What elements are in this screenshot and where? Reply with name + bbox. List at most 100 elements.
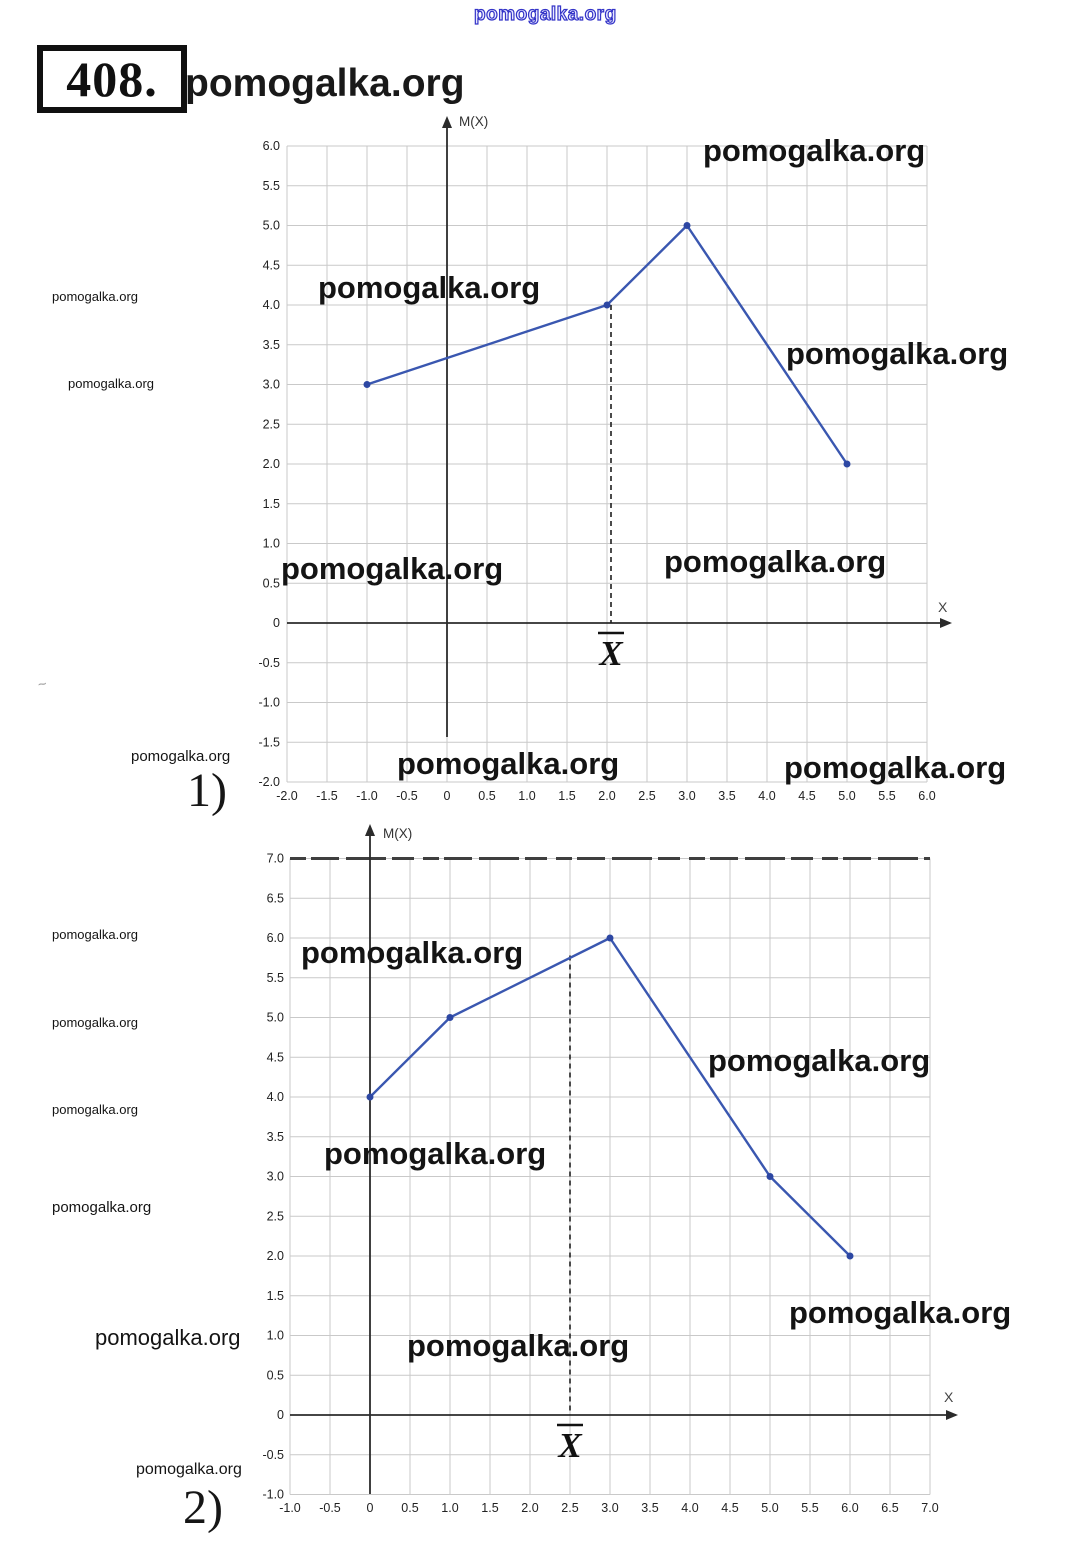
y-tick-label: 3.0 <box>267 1170 284 1184</box>
x-tick-label: 2.5 <box>638 789 655 803</box>
watermark-large: pomogalka.org <box>281 551 504 586</box>
x-tick-label: 1.5 <box>481 1501 498 1515</box>
y-axis-title: M(X) <box>383 826 412 841</box>
y-tick-label: 0 <box>273 616 280 630</box>
y-tick-label: -1.0 <box>258 696 280 710</box>
mean-label: X <box>598 634 624 673</box>
x-tick-label: -0.5 <box>396 789 418 803</box>
x-axis-arrow <box>940 618 952 628</box>
data-point-marker <box>843 460 851 468</box>
y-tick-label: 4.5 <box>263 258 280 272</box>
y-tick-label: 5.5 <box>267 971 284 985</box>
y-tick-label: -1.0 <box>262 1488 284 1502</box>
x-tick-label: 5.5 <box>878 789 895 803</box>
data-point-marker <box>366 1093 374 1101</box>
watermark-large: pomogalka.org <box>301 935 524 970</box>
watermark-large: pomogalka.org <box>786 336 1009 371</box>
x-axis-title: X <box>938 599 948 615</box>
problem-number: 408. <box>66 51 158 107</box>
y-tick-label: 4.0 <box>267 1090 284 1104</box>
x-tick-label: 0 <box>444 789 451 803</box>
y-tick-label: 4.0 <box>263 298 280 312</box>
x-tick-label: -1.0 <box>356 789 378 803</box>
watermark-large: pomogalka.org <box>789 1295 1012 1330</box>
x-axis-arrow <box>946 1410 958 1420</box>
y-tick-label: 4.5 <box>267 1050 284 1064</box>
x-tick-label: -1.5 <box>316 789 338 803</box>
x-tick-label: -0.5 <box>319 1501 341 1515</box>
top-watermark: pomogalka.org <box>473 3 617 25</box>
x-tick-label: 4.0 <box>758 789 775 803</box>
watermark-small: pomogalka.org <box>52 1199 152 1216</box>
data-point-marker <box>606 934 614 942</box>
data-point-marker <box>603 301 611 309</box>
x-tick-label: -2.0 <box>276 789 298 803</box>
y-tick-label: 5.5 <box>263 179 280 193</box>
x-tick-label: 6.0 <box>918 789 935 803</box>
watermark-large: pomogalka.org <box>708 1043 931 1078</box>
series-line <box>366 224 848 465</box>
x-tick-label: 5.0 <box>838 789 855 803</box>
y-tick-label: 0 <box>277 1408 284 1422</box>
x-tick-label: -1.0 <box>279 1501 301 1515</box>
x-tick-label: 1.5 <box>558 789 575 803</box>
data-point-marker <box>683 222 691 229</box>
x-tick-label: 2.0 <box>521 1501 538 1515</box>
x-tick-label: 4.5 <box>798 789 815 803</box>
y-tick-label: 3.5 <box>263 338 280 352</box>
y-axis-arrow <box>442 116 452 128</box>
watermark-large: pomogalka.org <box>318 270 541 305</box>
x-tick-label: 7.0 <box>921 1501 938 1515</box>
y-tick-label: -0.5 <box>262 1448 284 1462</box>
watermark-large: pomogalka.org <box>397 746 620 781</box>
x-tick-label: 4.5 <box>721 1501 738 1515</box>
x-tick-label: 3.5 <box>641 1501 658 1515</box>
watermark-large: pomogalka.org <box>407 1328 630 1363</box>
x-axis-title: X <box>944 1389 954 1405</box>
y-tick-label: -0.5 <box>258 656 280 670</box>
x-tick-label: 5.0 <box>761 1501 778 1515</box>
y-tick-label: 1.5 <box>267 1289 284 1303</box>
x-tick-label: 3.5 <box>718 789 735 803</box>
part-1-label: 1) <box>187 764 227 817</box>
y-tick-label: 6.0 <box>263 139 280 153</box>
watermark-large: pomogalka.org <box>784 750 1007 785</box>
x-tick-label: 3.0 <box>601 1501 618 1515</box>
y-tick-label: 1.5 <box>263 497 280 511</box>
x-tick-label: 1.0 <box>441 1501 458 1515</box>
data-point-marker <box>446 1014 454 1021</box>
problem-number-box: 408. <box>37 45 187 113</box>
mean-label: X <box>557 1426 583 1465</box>
y-tick-label: 5.0 <box>263 219 280 233</box>
watermark-small: pomogalka.org <box>131 748 231 765</box>
x-tick-label: 6.5 <box>881 1501 898 1515</box>
y-tick-label: 1.0 <box>267 1329 284 1343</box>
y-tick-label: 7.0 <box>267 852 284 866</box>
watermark-small: pomogalka.org <box>136 1461 242 1478</box>
x-tick-label: 0.5 <box>401 1501 418 1515</box>
y-tick-label: -2.0 <box>258 775 280 789</box>
y-tick-label: 1.0 <box>263 537 280 551</box>
y-tick-label: 0.5 <box>263 576 280 590</box>
watermark-large: pomogalka.org <box>664 544 887 579</box>
data-point-marker <box>363 381 371 388</box>
header-watermark: pomogalka.org <box>185 62 465 105</box>
y-tick-label: 2.5 <box>263 417 280 431</box>
y-tick-label: 5.0 <box>267 1011 284 1025</box>
watermark-small: pomogalka.org <box>52 927 138 942</box>
x-tick-label: 6.0 <box>841 1501 858 1515</box>
data-point-marker <box>766 1173 774 1180</box>
watermark-small: pomogalka.org <box>68 376 154 391</box>
watermark-small: pomogalka.org <box>95 1325 241 1350</box>
x-tick-label: 4.0 <box>681 1501 698 1515</box>
y-tick-label: 6.0 <box>267 931 284 945</box>
y-axis-title: M(X) <box>459 114 488 129</box>
x-tick-label: 3.0 <box>678 789 695 803</box>
watermark-small: pomogalka.org <box>52 289 138 304</box>
y-tick-label: -1.5 <box>258 735 280 749</box>
y-tick-label: 3.5 <box>267 1130 284 1144</box>
watermark-large: pomogalka.org <box>703 133 926 168</box>
y-tick-label: 6.5 <box>267 891 284 905</box>
